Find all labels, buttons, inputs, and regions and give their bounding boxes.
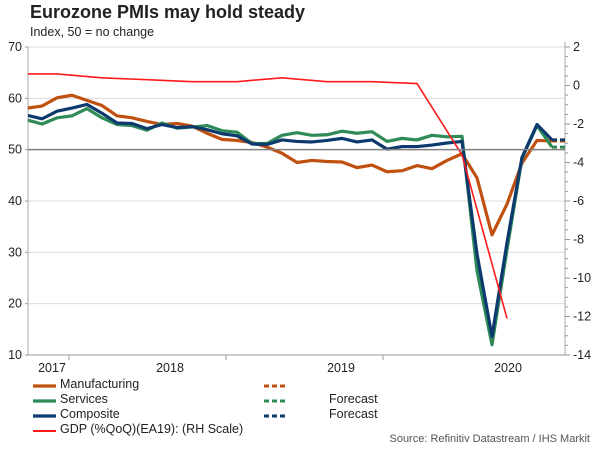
source-note: Source: Refinitiv Datastream / IHS Marki… xyxy=(389,433,590,445)
x-axis-tick-label: 2019 xyxy=(327,361,355,375)
chart-subtitle: Index, 50 = no change xyxy=(30,25,155,39)
right-axis-tick-label: -6 xyxy=(573,194,584,208)
right-axis-tick-label: -4 xyxy=(573,156,584,170)
left-axis-tick-label: 60 xyxy=(8,91,22,105)
left-axis-tick-label: 10 xyxy=(8,348,22,362)
right-axis-tick-label: -14 xyxy=(573,348,591,362)
left-axis-tick-label: 20 xyxy=(8,297,22,311)
legend-composite-label: Composite xyxy=(60,407,120,421)
left-axis-tick-label: 40 xyxy=(8,194,22,208)
left-axis-tick-label: 70 xyxy=(8,40,22,54)
legend-services-forecast-label: Forecast xyxy=(329,392,378,406)
left-axis-tick-label: 50 xyxy=(8,143,22,157)
right-axis-tick-label: -2 xyxy=(573,117,584,131)
right-axis-tick-label: -8 xyxy=(573,233,584,247)
legend-composite-forecast-label: Forecast xyxy=(329,407,378,421)
composite-line xyxy=(28,102,554,339)
left-axis-tick-label: 30 xyxy=(8,245,22,259)
x-axis-tick-label: 2017 xyxy=(38,361,66,375)
legend-gdp-label: GDP (%QoQ)(EA19): (RH Scale) xyxy=(60,422,244,436)
legend-services-label: Services xyxy=(60,392,108,406)
right-axis-tick-label: -10 xyxy=(573,271,591,285)
x-axis-tick-label: 2020 xyxy=(494,361,522,375)
chart-title: Eurozone PMIs may hold steady xyxy=(30,2,306,22)
right-axis-tick-label: 0 xyxy=(573,79,580,93)
right-axis-tick-label: 2 xyxy=(573,40,580,54)
series-group xyxy=(28,73,565,347)
gdp-line xyxy=(28,73,508,319)
right-axis-tick-label: -12 xyxy=(573,310,591,324)
legend-manufacturing-label: Manufacturing xyxy=(60,377,140,391)
x-axis-tick-label: 2018 xyxy=(156,361,184,375)
